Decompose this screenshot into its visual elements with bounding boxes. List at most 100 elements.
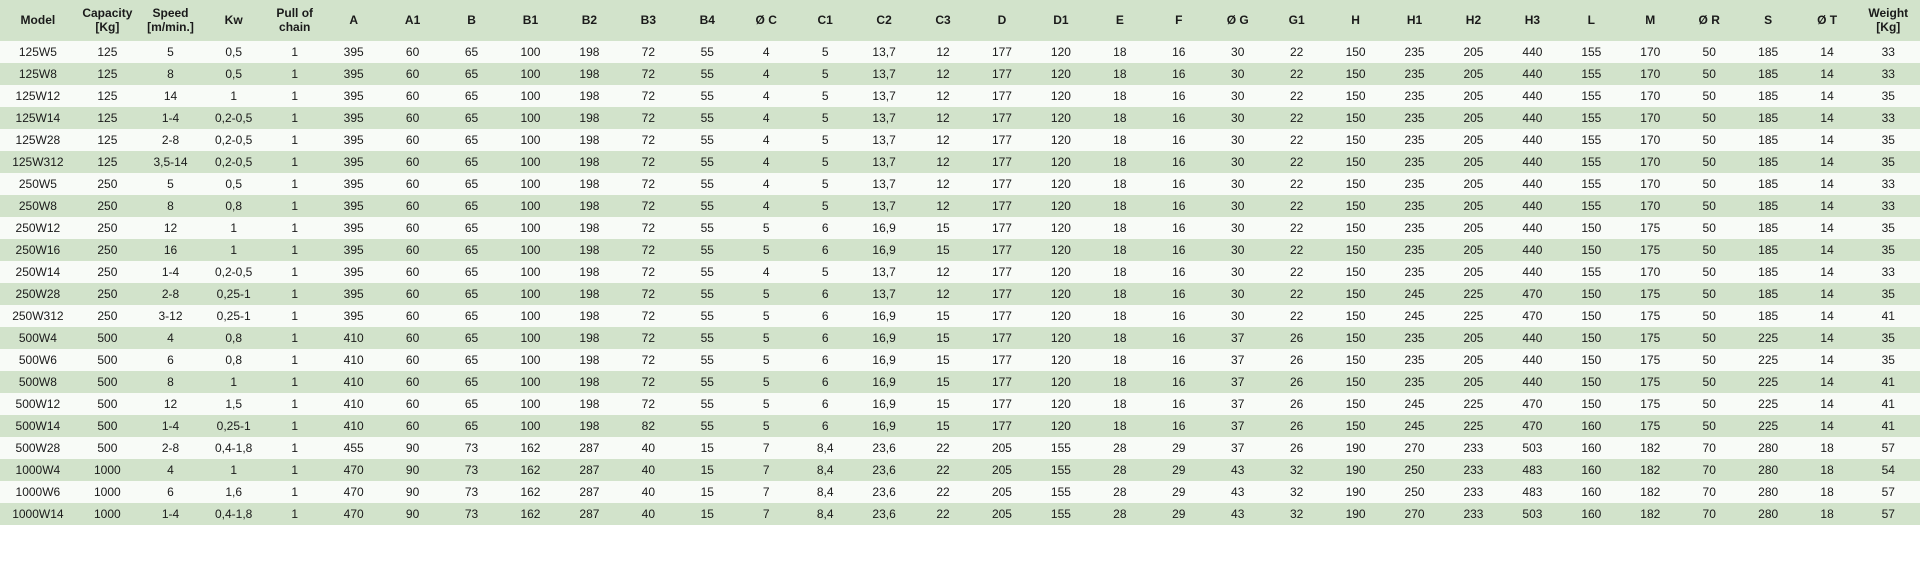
cell-OG: 43 bbox=[1208, 459, 1267, 481]
cell-C3: 15 bbox=[914, 415, 973, 437]
cell-F: 16 bbox=[1149, 173, 1208, 195]
cell-B3: 72 bbox=[619, 239, 678, 261]
cell-G1: 22 bbox=[1267, 217, 1326, 239]
cell-H3: 440 bbox=[1503, 41, 1562, 63]
cell-A1: 60 bbox=[383, 261, 442, 283]
cell-D: 177 bbox=[973, 283, 1032, 305]
cell-A1: 60 bbox=[383, 129, 442, 151]
cell-H: 150 bbox=[1326, 305, 1385, 327]
cell-C2: 16,9 bbox=[855, 327, 914, 349]
cell-speed: 1-4 bbox=[139, 261, 202, 283]
cell-H1: 245 bbox=[1385, 283, 1444, 305]
cell-C2: 13,7 bbox=[855, 129, 914, 151]
cell-OT: 14 bbox=[1798, 327, 1857, 349]
cell-H2: 225 bbox=[1444, 305, 1503, 327]
cell-model: 250W8 bbox=[0, 195, 76, 217]
cell-G1: 32 bbox=[1267, 481, 1326, 503]
cell-OC: 5 bbox=[737, 217, 796, 239]
cell-A1: 90 bbox=[383, 481, 442, 503]
cell-C1: 6 bbox=[796, 371, 855, 393]
cell-speed: 2-8 bbox=[139, 437, 202, 459]
cell-C3: 15 bbox=[914, 305, 973, 327]
cell-B4: 15 bbox=[678, 481, 737, 503]
cell-C1: 5 bbox=[796, 107, 855, 129]
cell-F: 29 bbox=[1149, 459, 1208, 481]
cell-OC: 7 bbox=[737, 437, 796, 459]
cell-C3: 22 bbox=[914, 437, 973, 459]
cell-OT: 14 bbox=[1798, 217, 1857, 239]
cell-model: 1000W4 bbox=[0, 459, 76, 481]
table-row: 1000W6100061,614709073162287401578,423,6… bbox=[0, 481, 1920, 503]
cell-OT: 14 bbox=[1798, 63, 1857, 85]
cell-F: 16 bbox=[1149, 151, 1208, 173]
cell-A: 395 bbox=[324, 283, 383, 305]
cell-OR: 50 bbox=[1680, 195, 1739, 217]
cell-D: 177 bbox=[973, 107, 1032, 129]
cell-E: 18 bbox=[1090, 85, 1149, 107]
cell-OC: 4 bbox=[737, 85, 796, 107]
table-row: 125W121251411395606510019872554513,71217… bbox=[0, 85, 1920, 107]
cell-OC: 5 bbox=[737, 283, 796, 305]
cell-H2: 225 bbox=[1444, 393, 1503, 415]
cell-B3: 72 bbox=[619, 107, 678, 129]
cell-B4: 55 bbox=[678, 173, 737, 195]
cell-H: 150 bbox=[1326, 63, 1385, 85]
cell-B4: 55 bbox=[678, 217, 737, 239]
cell-D1: 120 bbox=[1031, 305, 1090, 327]
column-header-OG: Ø G bbox=[1208, 0, 1267, 41]
cell-H2: 205 bbox=[1444, 261, 1503, 283]
cell-C3: 12 bbox=[914, 283, 973, 305]
cell-A: 395 bbox=[324, 305, 383, 327]
cell-H3: 503 bbox=[1503, 437, 1562, 459]
cell-E: 28 bbox=[1090, 481, 1149, 503]
cell-pull: 1 bbox=[265, 371, 324, 393]
cell-G1: 22 bbox=[1267, 41, 1326, 63]
cell-L: 160 bbox=[1562, 481, 1621, 503]
column-header-C2: C2 bbox=[855, 0, 914, 41]
cell-C1: 5 bbox=[796, 195, 855, 217]
cell-G1: 22 bbox=[1267, 195, 1326, 217]
cell-OR: 50 bbox=[1680, 283, 1739, 305]
cell-speed: 8 bbox=[139, 371, 202, 393]
cell-pull: 1 bbox=[265, 327, 324, 349]
cell-E: 18 bbox=[1090, 349, 1149, 371]
cell-C2: 23,6 bbox=[855, 459, 914, 481]
cell-kw: 0,8 bbox=[202, 349, 265, 371]
cell-L: 160 bbox=[1562, 503, 1621, 525]
cell-C3: 12 bbox=[914, 85, 973, 107]
cell-kw: 0,25-1 bbox=[202, 283, 265, 305]
cell-H2: 205 bbox=[1444, 195, 1503, 217]
cell-G1: 26 bbox=[1267, 327, 1326, 349]
cell-S: 280 bbox=[1739, 437, 1798, 459]
column-header-pull: Pull of chain bbox=[265, 0, 324, 41]
cell-C3: 15 bbox=[914, 349, 973, 371]
cell-D1: 120 bbox=[1031, 195, 1090, 217]
cell-B4: 55 bbox=[678, 239, 737, 261]
cell-OR: 50 bbox=[1680, 107, 1739, 129]
cell-D1: 155 bbox=[1031, 503, 1090, 525]
table-row: 250W525050,51395606510019872554513,71217… bbox=[0, 173, 1920, 195]
cell-H: 190 bbox=[1326, 503, 1385, 525]
cell-C2: 13,7 bbox=[855, 151, 914, 173]
cell-weight: 33 bbox=[1857, 41, 1920, 63]
cell-weight: 41 bbox=[1857, 415, 1920, 437]
cell-E: 18 bbox=[1090, 283, 1149, 305]
cell-E: 28 bbox=[1090, 503, 1149, 525]
cell-OT: 14 bbox=[1798, 107, 1857, 129]
cell-D: 177 bbox=[973, 173, 1032, 195]
table-row: 1000W1410001-40,4-1,81470907316228740157… bbox=[0, 503, 1920, 525]
column-header-L: L bbox=[1562, 0, 1621, 41]
cell-kw: 0,2-0,5 bbox=[202, 151, 265, 173]
cell-G1: 22 bbox=[1267, 173, 1326, 195]
cell-D1: 120 bbox=[1031, 283, 1090, 305]
cell-L: 150 bbox=[1562, 327, 1621, 349]
cell-B2: 198 bbox=[560, 261, 619, 283]
cell-C3: 15 bbox=[914, 327, 973, 349]
cell-H3: 440 bbox=[1503, 261, 1562, 283]
cell-B4: 55 bbox=[678, 283, 737, 305]
cell-C2: 16,9 bbox=[855, 393, 914, 415]
cell-OT: 14 bbox=[1798, 305, 1857, 327]
cell-A1: 60 bbox=[383, 85, 442, 107]
cell-OC: 7 bbox=[737, 459, 796, 481]
cell-E: 18 bbox=[1090, 327, 1149, 349]
